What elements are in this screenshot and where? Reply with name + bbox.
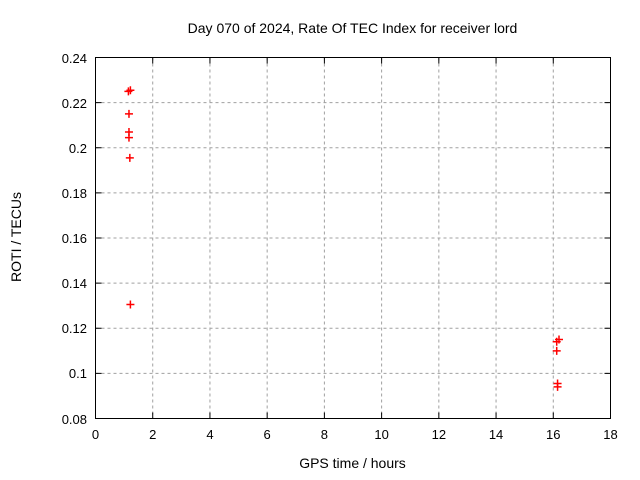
data-point-marker: [124, 87, 133, 96]
data-point-marker: [126, 86, 135, 95]
y-tick-label: 0.24: [61, 50, 87, 66]
y-tick-label: 0.22: [61, 95, 87, 111]
y-tick-label: 0.12: [61, 321, 87, 337]
x-tick-label: 0: [91, 427, 100, 442]
data-point-marker: [124, 109, 133, 118]
x-tick-label: 2: [149, 427, 157, 442]
plot-border: [95, 57, 611, 419]
chart-title: Day 070 of 2024, Rate Of TEC Index for r…: [187, 20, 518, 36]
data-point-marker: [124, 133, 133, 142]
y-tick-label: 0.08: [61, 411, 87, 427]
data-point-marker: [126, 300, 135, 309]
y-tick-label: 0.18: [61, 185, 87, 201]
x-tick-label: 12: [431, 427, 447, 442]
x-tick-label: 16: [546, 427, 561, 442]
data-point-marker: [555, 335, 563, 344]
x-tick-label: 4: [206, 427, 214, 442]
x-tick-label: 10: [374, 427, 389, 442]
x-tick-label: 18: [603, 427, 618, 442]
y-tick-label: 0.16: [61, 231, 87, 246]
data-point-marker: [553, 382, 562, 391]
y-tick-label: 0.1: [68, 366, 87, 382]
x-tick-label: 14: [488, 427, 504, 442]
x-tick-label: 8: [320, 427, 328, 442]
x-tick-label: 6: [263, 427, 271, 442]
y-tick-label: 0.14: [61, 276, 87, 292]
y-tick-label: 0.2: [68, 140, 87, 156]
data-point-marker: [125, 153, 134, 162]
x-axis-label: GPS time / hours: [299, 455, 406, 471]
data-point-marker: [552, 346, 561, 355]
